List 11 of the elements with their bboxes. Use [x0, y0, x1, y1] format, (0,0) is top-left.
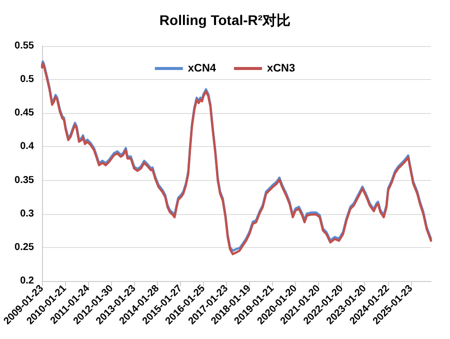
y-tick-label: 0.4: [20, 141, 34, 152]
y-tick-label: 0.25: [14, 242, 34, 253]
y-tick-label: 0.55: [14, 40, 34, 52]
y-tick-label: 0.2: [20, 276, 34, 286]
chart-title: Rolling Total-R²对比: [159, 12, 291, 28]
y-tick-label: 0.35: [14, 174, 34, 186]
y-tick-label: 0.5: [20, 74, 34, 86]
legend-label: xCN4: [188, 62, 217, 74]
legend-label: xCN3: [267, 62, 296, 74]
y-tick-label: 0.45: [14, 108, 34, 119]
y-tick-label: 0.3: [20, 208, 34, 220]
